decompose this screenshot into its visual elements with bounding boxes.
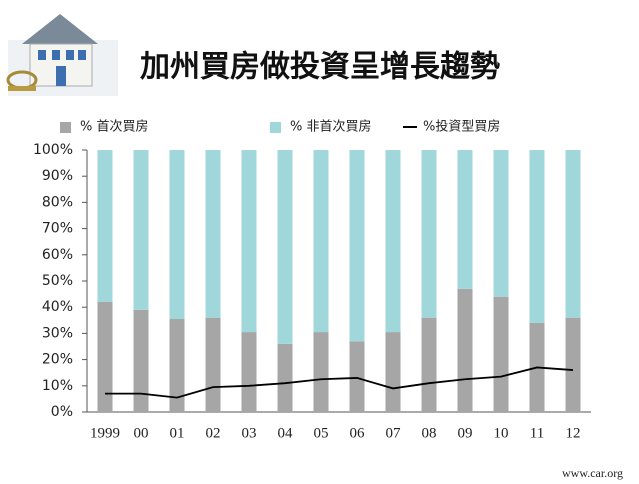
bar [241, 150, 257, 333]
bar [241, 332, 257, 412]
y-tick-label: 40% [42, 299, 73, 315]
line [105, 366, 574, 399]
bar [133, 309, 149, 412]
y-tick-label: 80% [42, 194, 73, 210]
bar [529, 150, 545, 323]
bar [133, 150, 149, 310]
x-tick-label: 00 [134, 425, 149, 441]
y-tick-label: 20% [42, 352, 73, 368]
bar [313, 150, 329, 333]
legend-swatch [60, 122, 71, 133]
bar [457, 150, 473, 289]
bar [97, 150, 113, 302]
x-tick-label: 10 [494, 425, 509, 441]
x-tick-label: 05 [314, 425, 329, 441]
bar [205, 150, 221, 318]
x-tick-label: 07 [386, 425, 402, 441]
y-tick-label: 30% [42, 325, 73, 341]
x-tick-label: 09 [458, 425, 473, 441]
bar [385, 150, 401, 333]
bar [493, 296, 509, 412]
y-tick-label: 50% [42, 273, 73, 289]
x-tick-label: 01 [170, 425, 185, 441]
legend-label: % 首次買房 [80, 119, 149, 135]
legend-label: % 非首次買房 [290, 119, 372, 135]
y-tick-label: 10% [42, 378, 73, 394]
x-tick-label: 04 [278, 425, 294, 441]
bar [277, 343, 293, 412]
x-tick-label: 03 [242, 425, 257, 441]
bar [565, 317, 581, 412]
legend-swatch [270, 122, 281, 133]
chart-title: 加州買房做投資呈增長趨勢 [140, 50, 500, 85]
y-tick-label: 60% [42, 247, 73, 263]
y-tick-label: 90% [42, 168, 73, 184]
bar [349, 150, 365, 342]
bar [349, 341, 365, 412]
bar [493, 150, 509, 297]
y-tick-label: 0% [51, 404, 73, 420]
bar [421, 317, 437, 412]
bar [313, 332, 329, 412]
x-tick-label: 06 [350, 425, 366, 441]
bar [169, 150, 185, 319]
bar [457, 288, 473, 412]
bar [97, 301, 113, 412]
legend-label: %投資型買房 [423, 119, 500, 135]
bar [205, 317, 221, 412]
house-icon [6, 14, 118, 96]
x-tick-label: 08 [422, 425, 437, 441]
bar [385, 332, 401, 412]
bar [169, 318, 185, 412]
x-tick-label: 02 [206, 425, 221, 441]
x-tick-label: 11 [530, 425, 544, 441]
bar [565, 150, 581, 318]
bar [277, 150, 293, 344]
y-tick-label: 70% [42, 221, 73, 237]
source: www.car.org [562, 466, 623, 480]
x-tick-label: 1999 [90, 425, 120, 441]
bar [421, 150, 437, 318]
x-tick-label: 12 [566, 425, 581, 441]
y-tick-label: 100% [33, 142, 73, 158]
